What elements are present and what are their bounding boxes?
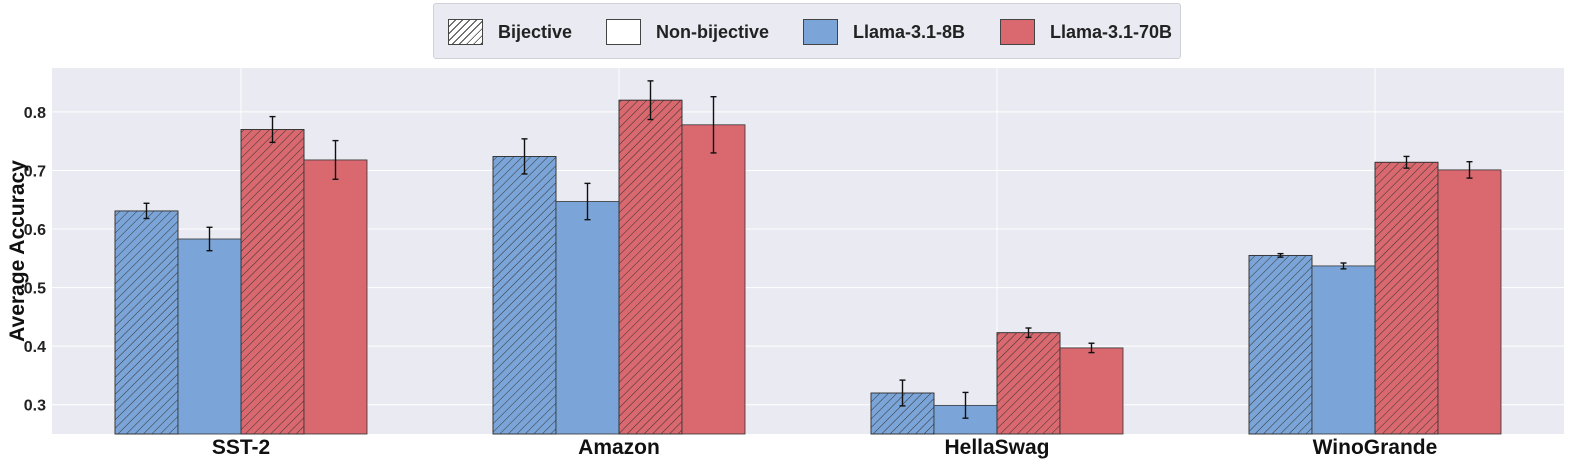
legend-label: Bijective bbox=[498, 21, 573, 42]
legend-label: Llama-3.1-8B bbox=[853, 21, 966, 42]
bar bbox=[177, 238, 242, 435]
bar bbox=[1059, 347, 1124, 435]
bar-hatch-overlay bbox=[1248, 254, 1313, 435]
legend-item-llama-70b: Llama-3.1-70B bbox=[1000, 4, 1172, 60]
error-bars bbox=[143, 80, 1473, 419]
legend-item-llama-8b: Llama-3.1-8B bbox=[803, 4, 965, 60]
bars bbox=[114, 99, 1502, 435]
bar bbox=[1437, 169, 1502, 435]
bar-hatch-overlay bbox=[114, 210, 179, 435]
y-tick-label: 0.4 bbox=[24, 339, 46, 356]
legend-swatch-hatched bbox=[448, 19, 483, 45]
bar bbox=[555, 201, 620, 435]
bar bbox=[303, 159, 368, 435]
x-tick-label: SST-2 bbox=[212, 436, 270, 459]
y-tick-label: 0.6 bbox=[24, 222, 46, 239]
legend-label: Llama-3.1-70B bbox=[1050, 21, 1173, 42]
bar-hatch-overlay bbox=[870, 392, 935, 435]
y-axis-label: Average Accuracy bbox=[6, 160, 29, 342]
x-tick-label: WinoGrande bbox=[1313, 436, 1438, 459]
legend: Bijective Non-bijective Llama-3.1-8B Lla… bbox=[433, 3, 1181, 59]
y-tick-label: 0.5 bbox=[24, 281, 46, 298]
bar bbox=[1311, 265, 1376, 435]
y-tick-label: 0.3 bbox=[24, 398, 46, 415]
bar-hatch-overlay bbox=[618, 99, 683, 435]
legend-item-non-bijective: Non-bijective bbox=[606, 4, 769, 60]
bar-hatch-overlay bbox=[492, 156, 557, 435]
x-tick-label: HellaSwag bbox=[944, 436, 1049, 459]
x-axis-ticks: SST-2 Amazon HellaSwag WinoGrande bbox=[212, 436, 1438, 459]
legend-label: Non-bijective bbox=[656, 21, 770, 42]
legend-swatch-red bbox=[1000, 19, 1035, 45]
x-tick-label: Amazon bbox=[578, 436, 660, 459]
bar-hatch-overlay bbox=[1374, 161, 1439, 435]
bar bbox=[681, 124, 746, 435]
legend-item-bijective: Bijective bbox=[448, 4, 572, 60]
y-tick-label: 0.7 bbox=[24, 163, 46, 180]
y-tick-label: 0.8 bbox=[24, 105, 46, 122]
bar-hatch-overlay bbox=[996, 332, 1061, 435]
legend-swatch-blue bbox=[803, 19, 838, 45]
legend-swatch-solid bbox=[606, 19, 641, 45]
bar-hatch-overlay bbox=[240, 129, 305, 435]
y-axis-ticks: 0.3 0.4 0.5 0.6 0.7 0.8 bbox=[24, 105, 46, 415]
